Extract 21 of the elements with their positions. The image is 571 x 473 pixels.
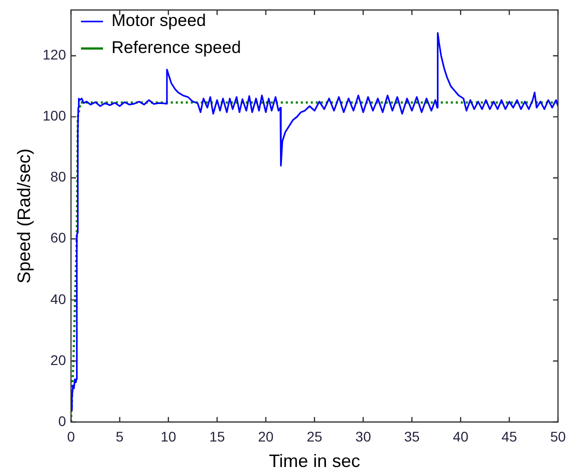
y-tick-label: 60 (50, 230, 66, 246)
y-tick-label: 0 (58, 412, 66, 429)
x-axis-title: Time in sec (268, 451, 360, 472)
x-tick-label: 10 (160, 428, 176, 444)
x-tick-label: 40 (452, 428, 469, 444)
y-tick-label: 120 (42, 46, 66, 63)
y-tick-label: 20 (50, 352, 66, 368)
x-tick-label: 15 (209, 428, 226, 444)
y-axis-title: Speed (Rad/sec) (14, 148, 34, 284)
legend-label: Reference speed (112, 38, 241, 58)
y-tick-label: 80 (50, 168, 66, 185)
x-tick-label: 50 (550, 428, 566, 444)
y-tick-label: 40 (50, 290, 66, 307)
x-tick-label: 5 (116, 428, 124, 444)
x-tick-label: 30 (355, 428, 372, 444)
y-tick-label: 100 (42, 108, 66, 124)
x-tick-label: 45 (502, 428, 518, 444)
x-tick-label: 20 (258, 428, 274, 444)
legend-label: Motor speed (112, 11, 206, 30)
x-tick-label: 35 (404, 428, 420, 444)
x-tick-label: 25 (306, 428, 322, 444)
